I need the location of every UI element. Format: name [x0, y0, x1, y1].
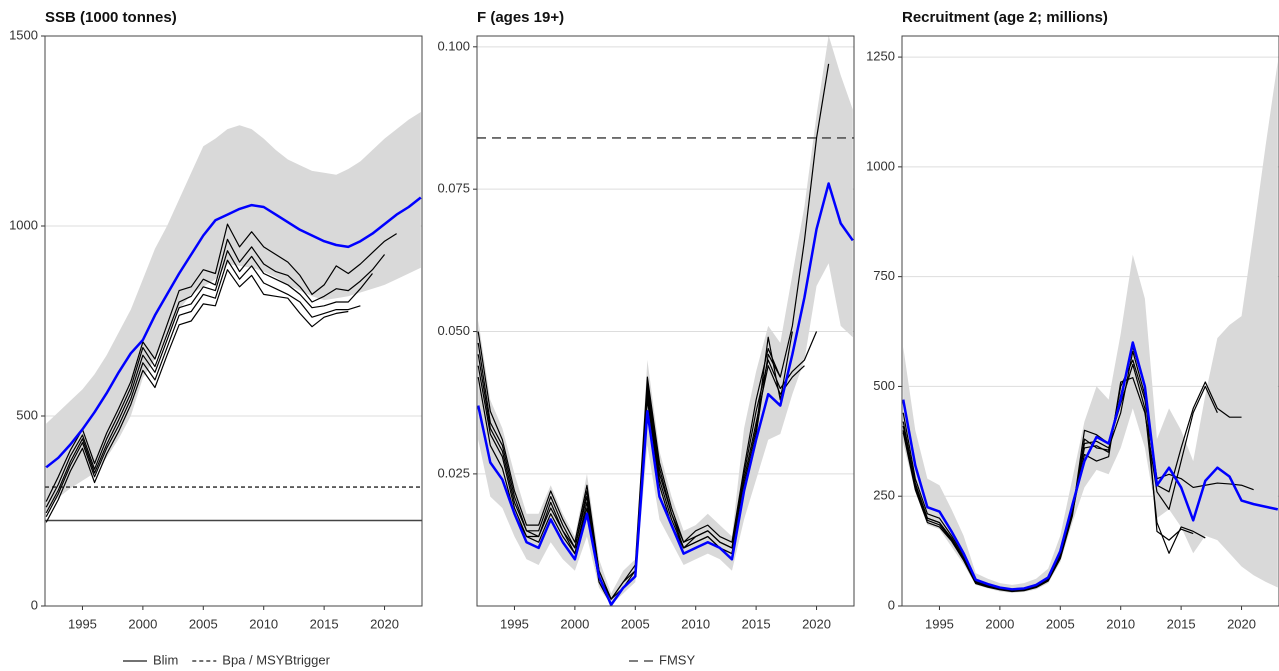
plot-area	[477, 36, 854, 606]
y-tick-label: 0	[31, 597, 38, 612]
y-tick-label: 1500	[9, 27, 38, 42]
y-tick-label: 500	[16, 407, 38, 422]
chart-title: SSB (1000 tonnes)	[45, 9, 177, 26]
y-tick-label: 0.100	[437, 38, 470, 53]
y-tick-label: 0	[888, 597, 895, 612]
x-tick-label: 1995	[925, 616, 954, 631]
legend-label: Blim	[153, 652, 178, 667]
plot-area	[45, 112, 422, 523]
y-tick-label: 0.050	[437, 323, 470, 338]
y-tick-label: 0.075	[437, 181, 470, 196]
x-tick-label: 2005	[189, 616, 218, 631]
plot-border	[44, 35, 423, 607]
y-tick-label: 1250	[866, 49, 895, 64]
x-tick-label: 2020	[802, 616, 831, 631]
series-line	[45, 250, 373, 514]
confidence-band	[903, 61, 1278, 593]
y-tick-label: 750	[873, 268, 895, 283]
y-tick-label: 500	[873, 378, 895, 393]
series-line	[45, 238, 386, 508]
x-tick-label: 2005	[621, 616, 650, 631]
x-tick-label: 2000	[560, 616, 589, 631]
plot-border	[901, 35, 1279, 607]
x-tick-label: 2010	[681, 616, 710, 631]
series-line	[45, 269, 349, 523]
x-tick-label: 2015	[310, 616, 339, 631]
x-tick-label: 2010	[1106, 616, 1135, 631]
series-line	[477, 182, 854, 606]
x-tick-label: 2020	[370, 616, 399, 631]
plot-border	[476, 35, 855, 607]
x-tick-label: 2005	[1046, 616, 1075, 631]
confidence-band	[46, 112, 421, 511]
chart-title: F (ages 19+)	[477, 9, 564, 26]
y-tick-label: 0.025	[437, 465, 470, 480]
y-tick-label: 250	[873, 488, 895, 503]
plot-area	[902, 61, 1279, 593]
series-line	[45, 259, 361, 517]
chart-title: Recruitment (age 2; millions)	[902, 9, 1108, 26]
y-tick-label: 1000	[866, 158, 895, 173]
legend-label: Bpa / MSYBtrigger	[222, 652, 330, 667]
series-line	[902, 341, 1279, 591]
x-tick-label: 2020	[1227, 616, 1256, 631]
x-tick-label: 1995	[500, 616, 529, 631]
x-tick-label: 2015	[742, 616, 771, 631]
x-tick-label: 2010	[249, 616, 278, 631]
x-tick-label: 2015	[1167, 616, 1196, 631]
x-tick-label: 2000	[985, 616, 1014, 631]
series-line	[45, 196, 422, 469]
confidence-band	[478, 36, 853, 605]
series-line	[477, 63, 830, 600]
legend-label: FMSY	[659, 652, 695, 667]
y-tick-label: 1000	[9, 217, 38, 232]
x-tick-label: 1995	[68, 616, 97, 631]
series-line	[45, 223, 397, 502]
x-tick-label: 2000	[128, 616, 157, 631]
